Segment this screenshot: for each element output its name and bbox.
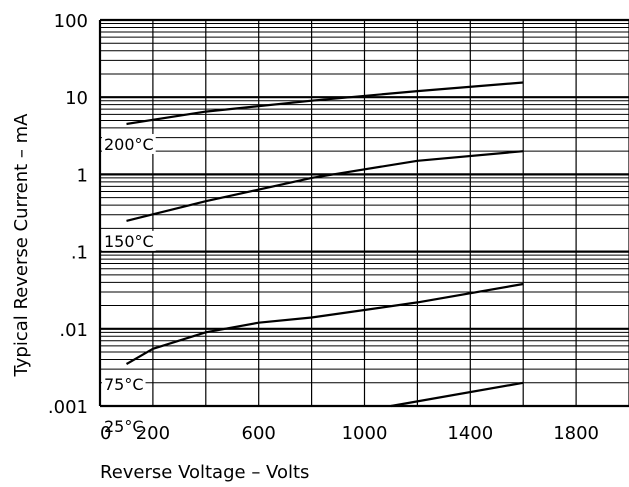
x-tick-labels: 0 200 600 1000 1400 1800 (100, 423, 599, 444)
series-labels: 200°C 150°C 75°C 25°C (102, 133, 156, 436)
y-axis-title: Typical Reverse Current – mA (11, 113, 32, 378)
y-tick-label: .001 (48, 397, 88, 418)
series-label-bg (102, 230, 156, 251)
x-axis-title: Reverse Voltage – Volts (100, 462, 309, 483)
x-tick-label: 600 (242, 423, 276, 444)
x-tick-label: 0 (100, 423, 111, 444)
y-tick-label: 100 (54, 11, 88, 32)
x-tick-label: 1400 (447, 423, 493, 444)
series-label: 75°C (104, 375, 144, 394)
grid (98, 18, 629, 408)
x-tick-label: 200 (136, 423, 170, 444)
series-label-bg (102, 133, 156, 154)
y-tick-labels: .001 .01 .1 1 10 100 (48, 11, 88, 418)
series-label-bg (102, 416, 146, 436)
y-tick-label: 10 (65, 88, 88, 109)
y-tick-label: .01 (59, 320, 88, 341)
y-tick-label: 1 (77, 165, 88, 186)
series-lines (125, 81, 524, 408)
y-tick-label: .1 (71, 243, 88, 264)
series-label-bg (102, 373, 146, 394)
series-line (126, 81, 524, 126)
series-label: 200°C (104, 135, 154, 154)
series-line (390, 381, 524, 408)
series-line (125, 282, 524, 365)
series-label: 150°C (104, 232, 154, 251)
series-label: 25°C (104, 417, 144, 436)
series-line (126, 150, 524, 222)
x-tick-label: 1800 (553, 423, 599, 444)
x-tick-label: 1000 (342, 423, 388, 444)
